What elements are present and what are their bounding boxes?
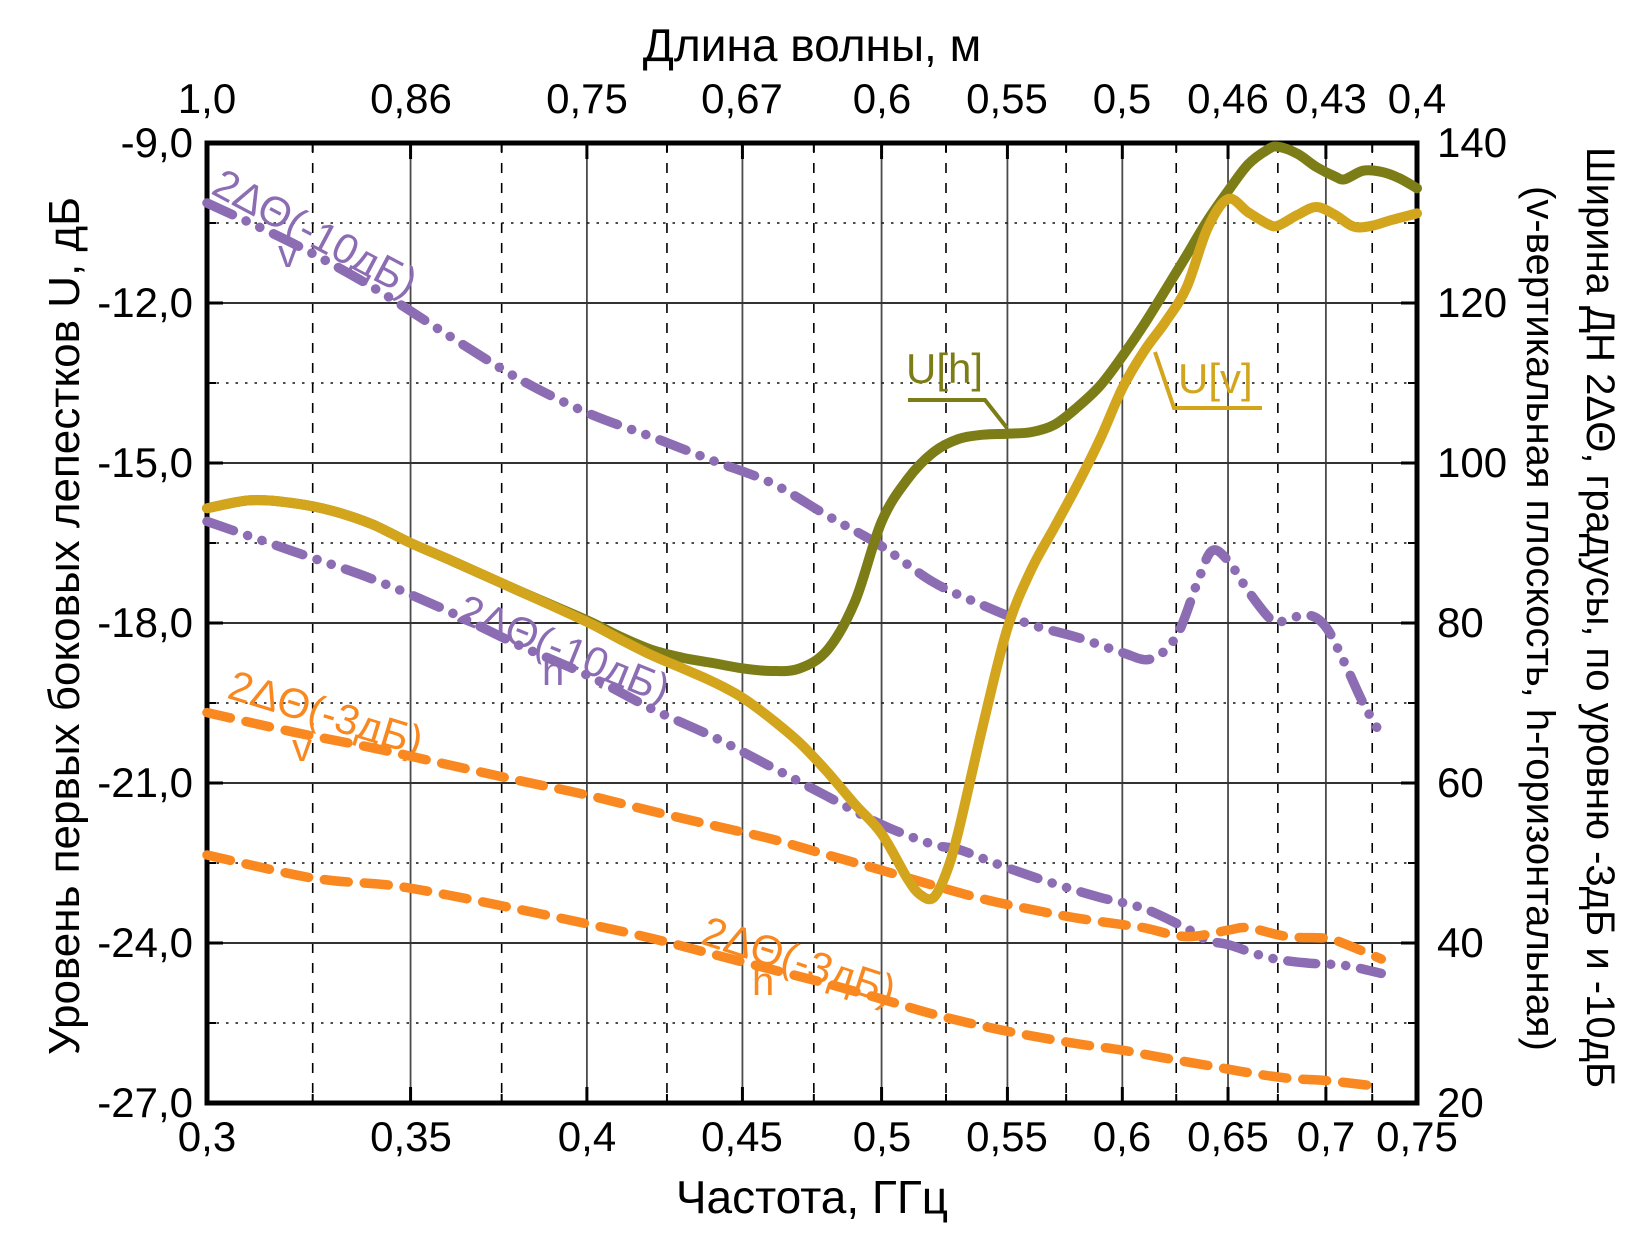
x-axis-tick-label: 0,6 <box>1092 1113 1152 1160</box>
curve-2-3-v <box>202 707 1387 964</box>
y-left-tick-label: -9,0 <box>120 119 193 166</box>
right-axis-title-line1: Ширина ДН 2ΔΘ, градусы, по уровню -3дБ и… <box>1578 147 1622 1089</box>
top-axis-tick-label: 0,67 <box>701 75 783 122</box>
top-axis-tick-label: 0,75 <box>546 75 628 122</box>
y-right-tick-label: 40 <box>1437 919 1484 966</box>
y-left-tick-label: -12,0 <box>97 279 193 326</box>
right-axis-title-line2: (v-вертикальная плоскость, h-горизонталь… <box>1518 185 1562 1051</box>
y-right-tick-label: 80 <box>1437 599 1484 646</box>
top-axis-tick-label: 0,4 <box>1387 75 1447 122</box>
label-beamwidth-10db-h-plane: h <box>542 650 565 694</box>
top-axis-tick-label: 0,6 <box>852 75 912 122</box>
curve-2-10-h <box>202 516 1387 979</box>
top-axis-tick-label: 0,55 <box>966 75 1048 122</box>
y-left-tick-label: -15,0 <box>97 439 193 486</box>
y-right-tick-label: 120 <box>1437 279 1508 326</box>
y-right-tick-label: 60 <box>1437 759 1484 806</box>
top-axis-tick-label: 1,0 <box>177 75 237 122</box>
right-axis-title: Ширина ДН 2ΔΘ, градусы, по уровню -3дБ и… <box>1500 122 1630 1114</box>
y-right-tick-label: 140 <box>1437 119 1508 166</box>
top-axis-tick-label: 0,86 <box>370 75 452 122</box>
y-left-tick-label: -27,0 <box>97 1079 193 1126</box>
curve-2-3-h <box>202 850 1387 1092</box>
curve-u-v- <box>202 193 1422 905</box>
x-axis-tick-label: 0,4 <box>557 1113 617 1160</box>
top-axis-tick-label: 0,46 <box>1187 75 1269 122</box>
label-beamwidth-3db-h-plane: h <box>752 960 775 1004</box>
bottom-axis-title: Частота, ГГц <box>675 1171 949 1223</box>
x-axis-tick-label: 0,5 <box>852 1113 912 1160</box>
y-right-tick-label: 100 <box>1437 439 1508 486</box>
x-axis-tick-label: 0,55 <box>966 1113 1048 1160</box>
label-beamwidth-3db-v-plane: v <box>292 726 312 770</box>
leader-line-uv <box>1153 351 1262 410</box>
label-curve-uh: U[h] <box>906 345 984 392</box>
top-axis-title: Длина волны, м <box>642 19 982 71</box>
top-axis-tick-label: 0,5 <box>1092 75 1152 122</box>
top-axis-tick-label: 0,43 <box>1285 75 1367 122</box>
x-axis-tick-label: 0,65 <box>1187 1113 1269 1160</box>
x-axis-tick-label: 0,45 <box>701 1113 783 1160</box>
x-axis-tick-label: 0,3 <box>177 1113 237 1160</box>
y-left-tick-label: -18,0 <box>97 599 193 646</box>
x-axis-tick-label: 0,35 <box>370 1113 452 1160</box>
y-left-tick-label: -24,0 <box>97 919 193 966</box>
y-right-tick-label: 20 <box>1437 1079 1484 1126</box>
x-axis-tick-label: 0,7 <box>1296 1113 1356 1160</box>
label-curve-uv: U[v] <box>1178 355 1253 402</box>
x-axis-tick-label: 0,75 <box>1376 1113 1458 1160</box>
y-left-tick-label: -21,0 <box>97 759 193 806</box>
leader-line-uh <box>908 398 1009 430</box>
curve-2-10-v <box>202 198 1387 740</box>
label-beamwidth-10db-v-plane: v <box>278 232 298 276</box>
